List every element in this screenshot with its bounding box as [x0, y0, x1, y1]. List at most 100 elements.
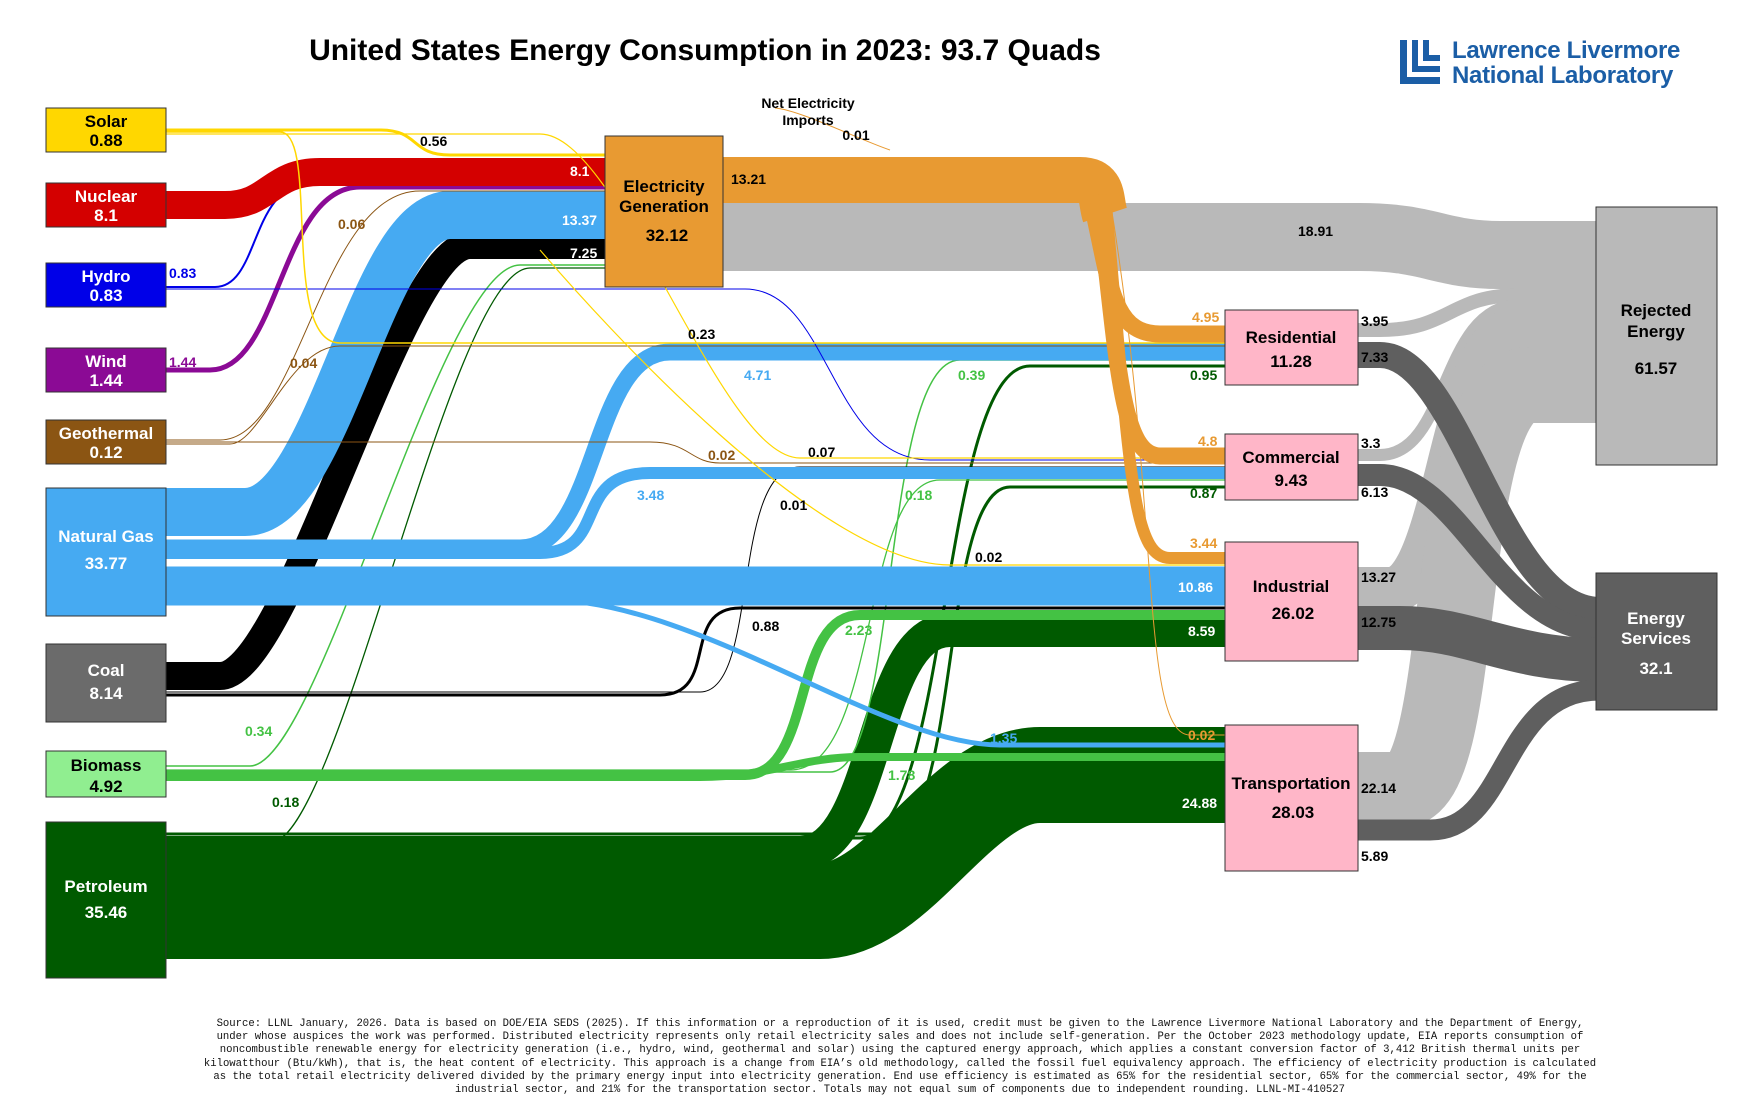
source-coal: Coal 8.14 — [45, 643, 167, 723]
flow-trans-rejected — [1358, 347, 1600, 828]
flow-geo-residential — [166, 345, 1230, 445]
label-ind-rej: 13.27 — [1361, 569, 1396, 585]
sector-transportation-value: 28.03 — [1272, 803, 1315, 822]
source-biomass-name: Biomass — [71, 756, 142, 775]
flow-solar-residential — [166, 131, 1230, 344]
label-elec-rejected: 18.91 — [1298, 223, 1333, 239]
source-petroleum: Petroleum 35.46 — [45, 821, 167, 979]
label-gas-res: 4.71 — [744, 367, 771, 383]
label-pet-trans: 24.88 — [1182, 795, 1217, 811]
sector-transportation: Transportation 28.03 — [1224, 724, 1359, 872]
rejected-line2: Energy — [1627, 322, 1685, 341]
label-hydro-elec: 0.83 — [169, 265, 196, 281]
sector-residential-value: 11.28 — [1270, 352, 1312, 371]
flow-gas-elec — [166, 191, 610, 536]
net-imports-value: 0.01 — [842, 127, 869, 143]
label-nuclear-elec: 8.1 — [570, 163, 590, 179]
label-com-svc: 6.13 — [1361, 484, 1388, 500]
sector-commercial-value: 9.43 — [1274, 471, 1307, 490]
rejected-value: 61.57 — [1635, 359, 1678, 378]
flow-gas-commercial — [166, 467, 1230, 559]
label-bio-com: 0.18 — [905, 487, 932, 503]
flow-res-rejected — [1358, 288, 1600, 337]
flow-wind-elec — [166, 184, 610, 373]
label-elec-trans: 0.02 — [1188, 727, 1215, 743]
flow-solar-industrial — [539, 249, 1230, 566]
label-gas-ind: 10.86 — [1178, 579, 1213, 595]
source-petroleum-value: 35.46 — [85, 903, 128, 922]
elec-name-line2: Generation — [619, 197, 709, 216]
label-pet-elec: 0.18 — [272, 794, 299, 810]
source-boxes: Solar 0.88 Nuclear 8.1 Hydro 0.83 Wind 1… — [45, 107, 167, 979]
source-wind: Wind 1.44 — [45, 347, 167, 393]
flow-gas-transportation — [166, 596, 1230, 748]
label-bio-ind: 2.23 — [845, 622, 872, 638]
source-natural-gas: Natural Gas 33.77 — [45, 487, 167, 617]
sector-commercial-name: Commercial — [1242, 448, 1339, 467]
flow-petroleum-transportation — [166, 727, 1230, 959]
source-nuclear: Nuclear 8.1 — [45, 182, 167, 228]
label-gas-elec: 13.37 — [562, 212, 597, 228]
sector-residential-name: Residential — [1246, 328, 1337, 347]
net-imports-line2: Imports — [782, 112, 834, 128]
services-line1: Energy — [1627, 609, 1685, 628]
logo-line-1: Lawrence Livermore — [1452, 37, 1681, 64]
label-elec-res: 4.95 — [1192, 309, 1219, 325]
label-wind-elec: 1.44 — [169, 354, 196, 370]
label-bio-elec: 0.34 — [245, 723, 272, 739]
source-hydro-value: 0.83 — [89, 286, 122, 305]
label-pet-res: 0.95 — [1190, 367, 1217, 383]
source-hydro: Hydro 0.83 — [45, 262, 167, 308]
source-wind-value: 1.44 — [89, 371, 123, 390]
flow-value-labels: 0.56 8.1 0.83 1.44 0.06 0.04 13.37 7.25 … — [169, 133, 1396, 864]
label-res-rej: 3.95 — [1361, 313, 1388, 329]
flow-biomass-elec — [166, 264, 610, 767]
label-ind-svc: 12.75 — [1361, 614, 1396, 630]
source-wind-name: Wind — [85, 352, 126, 371]
label-trans-svc: 5.89 — [1361, 848, 1388, 864]
source-solar-name: Solar — [85, 112, 128, 131]
flow-net-imports — [774, 107, 891, 151]
label-solar-res: 0.23 — [688, 326, 715, 342]
flow-elec-transportation — [1109, 199, 1230, 736]
source-footnote: Source: LLNL January, 2026. Data is base… — [203, 1018, 1597, 1097]
flow-biomass-commercial — [166, 479, 1230, 771]
page-title: United States Energy Consumption in 2023… — [309, 34, 1101, 67]
llnl-logo-text: Lawrence Livermore National Laboratory — [1452, 38, 1680, 88]
label-gas-trans: 1.35 — [990, 730, 1017, 746]
source-nuclear-name: Nuclear — [75, 187, 138, 206]
label-res-svc: 7.33 — [1361, 349, 1388, 365]
source-biomass-value: 4.92 — [89, 777, 122, 796]
source-coal-value: 8.14 — [89, 684, 123, 703]
label-coal-ind: 0.88 — [752, 618, 779, 634]
source-natural-gas-value: 33.77 — [85, 554, 128, 573]
sector-industrial: Industrial 26.02 — [1224, 541, 1359, 662]
label-elec-ind: 3.44 — [1190, 535, 1217, 551]
label-elec-com: 4.8 — [1198, 433, 1218, 449]
flow-trans-services — [1358, 679, 1601, 841]
label-solar-com: 0.07 — [808, 444, 835, 460]
sector-commercial: Commercial 9.43 — [1224, 433, 1359, 501]
flow-elec-industrial — [1099, 194, 1230, 564]
label-trans-rej: 22.14 — [1361, 780, 1396, 796]
label-solar-elec: 0.56 — [420, 133, 447, 149]
sector-transportation-name: Transportation — [1231, 774, 1350, 793]
flow-nuclear-elec — [166, 158, 610, 219]
flow-ind-services — [1358, 606, 1601, 682]
elec-value: 32.12 — [646, 226, 689, 245]
label-elec-out: 13.21 — [731, 171, 766, 187]
sector-industrial-value: 26.02 — [1272, 604, 1315, 623]
label-coal-ind-small: 0.01 — [780, 497, 807, 513]
electricity-generation-box: Electricity Generation 32.12 — [604, 135, 724, 288]
llnl-logo-mark-icon — [1400, 40, 1440, 84]
flow-geo-commercial — [166, 441, 1230, 464]
flow-elec-rejected — [720, 203, 1600, 289]
sector-industrial-name: Industrial — [1253, 577, 1330, 596]
flow-biomass-residential — [166, 359, 1230, 773]
elec-name-line1: Electricity — [623, 177, 705, 196]
label-gas-com: 3.48 — [637, 487, 664, 503]
label-pet-ind: 8.59 — [1188, 623, 1215, 639]
label-geo-elec: 0.06 — [338, 216, 365, 232]
